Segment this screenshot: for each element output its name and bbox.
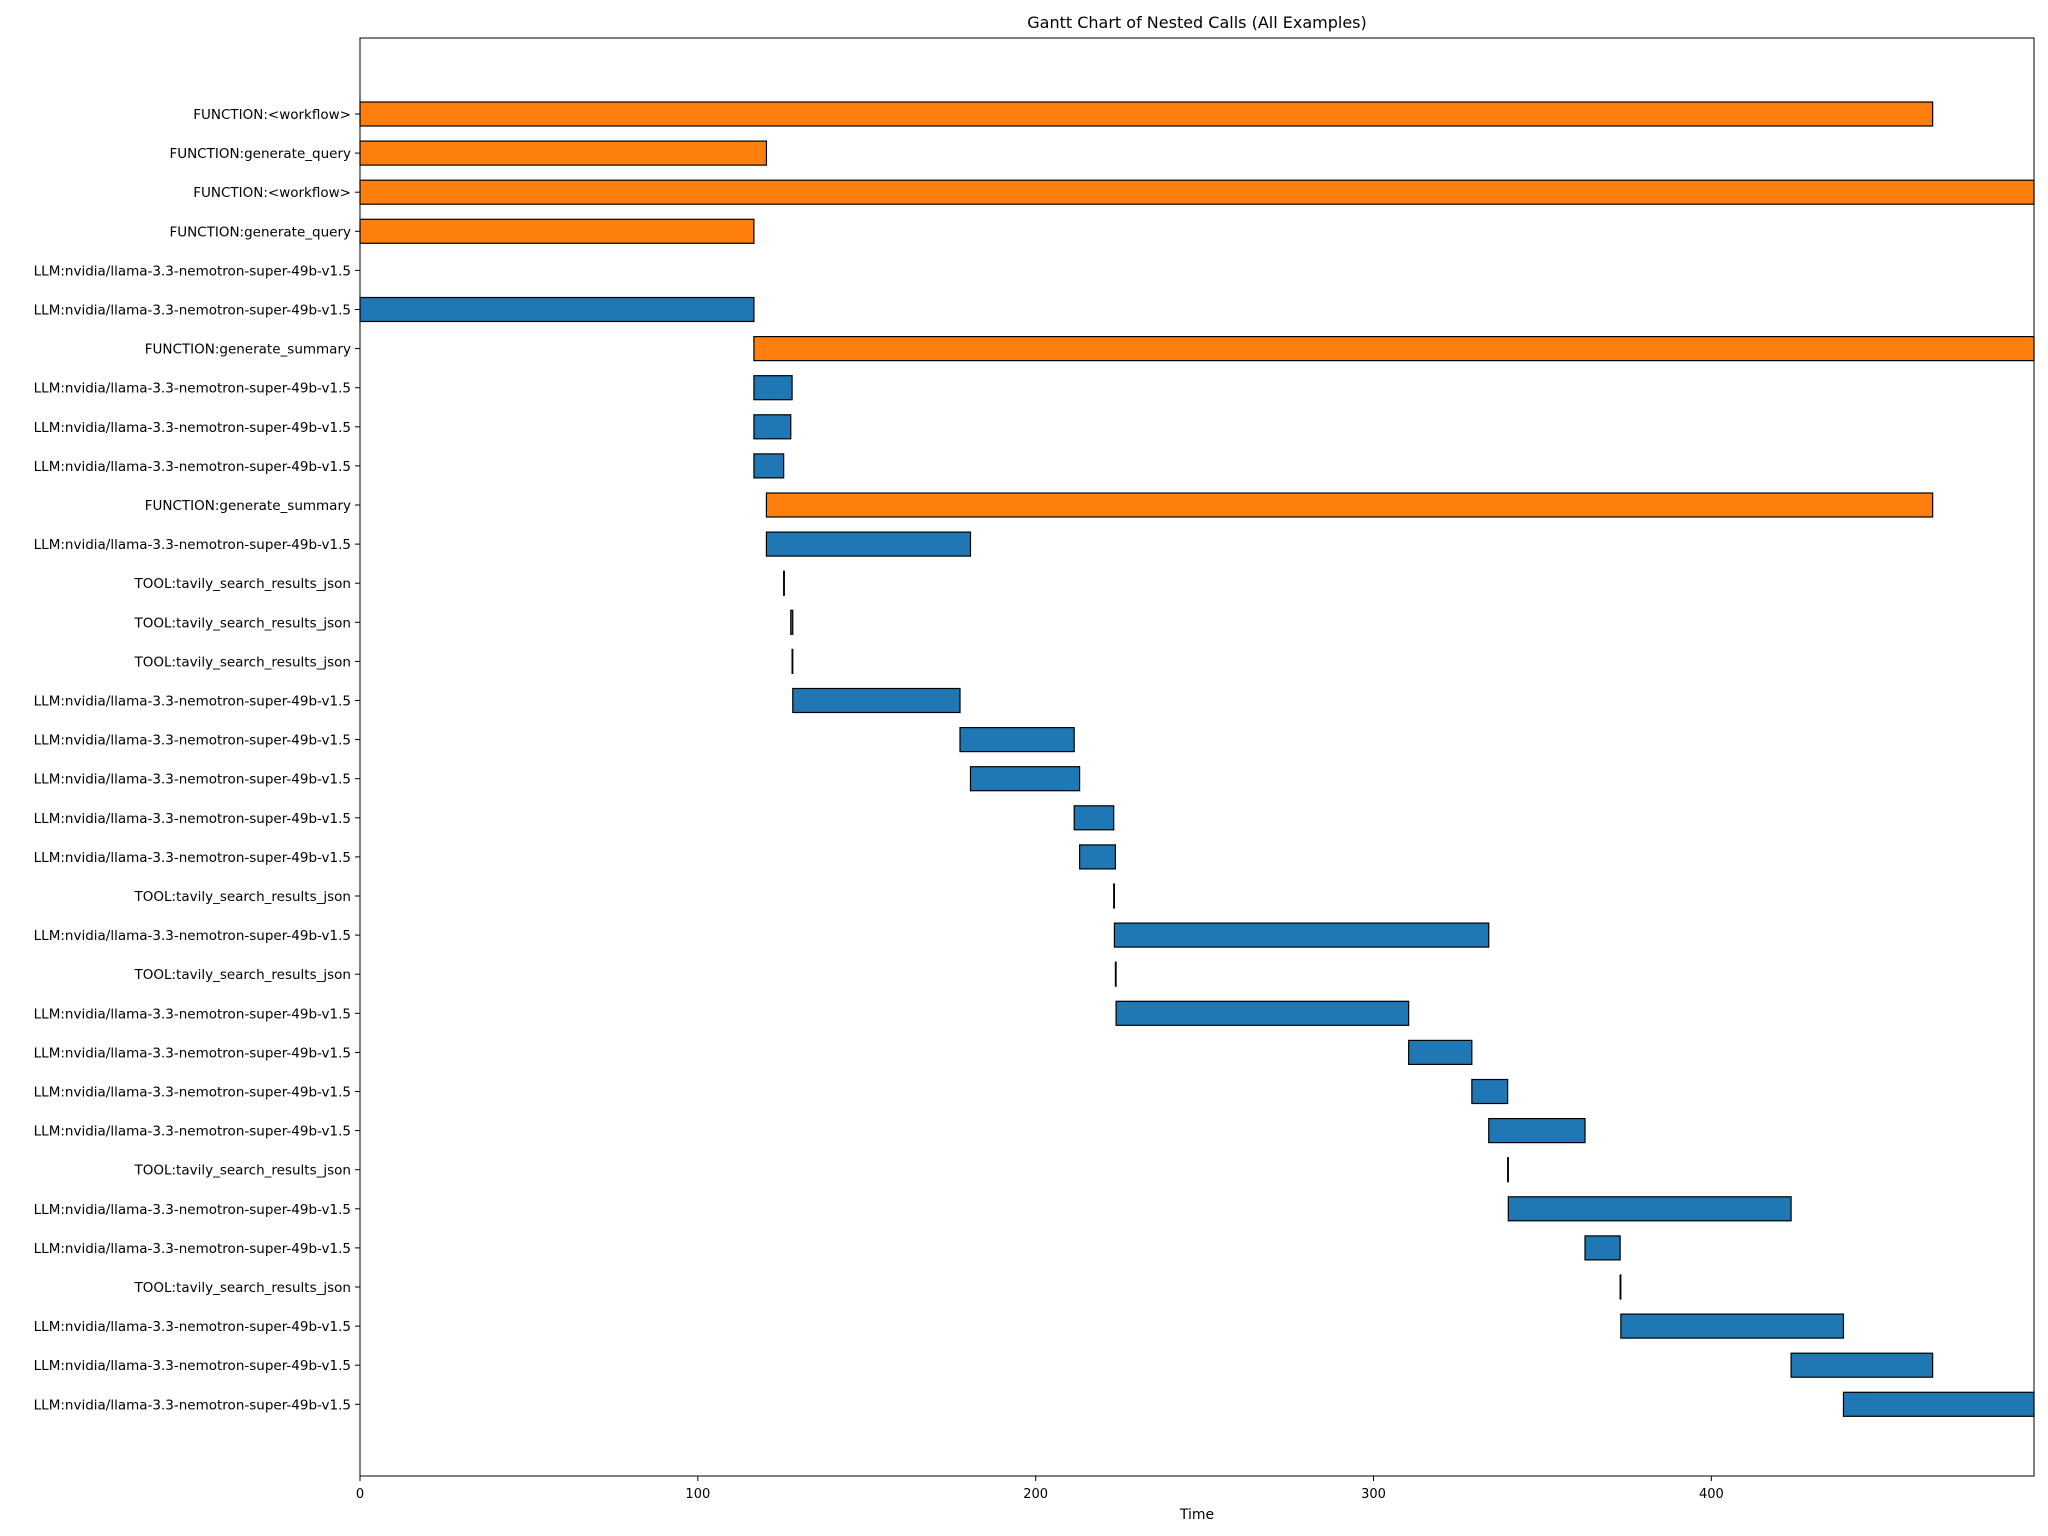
x-tick-label-300: 300 — [1361, 1487, 1386, 1502]
row-label-30: LLM:nvidia/llama-3.3-nemotron-super-49b-… — [34, 1241, 351, 1257]
gantt-bar-14 — [790, 609, 794, 635]
gantt-bar-9 — [753, 414, 792, 440]
row-label-3: FUNCTION:<workflow> — [193, 185, 351, 201]
gantt-bar-3 — [359, 179, 2035, 205]
gantt-bar-6 — [359, 296, 755, 323]
gantt-bar-1 — [359, 101, 1934, 127]
row-label-32: LLM:nvidia/llama-3.3-nemotron-super-49b-… — [34, 1319, 351, 1335]
row-label-23: TOOL:tavily_search_results_json — [133, 967, 351, 983]
gantt-bar-22 — [1113, 922, 1490, 948]
gantt-bar-18 — [969, 766, 1081, 792]
gantt-bar-19 — [1073, 805, 1115, 831]
gantt-bar-17 — [959, 726, 1075, 753]
row-label-6: LLM:nvidia/llama-3.3-nemotron-super-49b-… — [34, 303, 351, 319]
gantt-bar-12 — [765, 531, 972, 557]
row-label-8: LLM:nvidia/llama-3.3-nemotron-super-49b-… — [34, 381, 351, 397]
gantt-bar-16 — [792, 687, 961, 714]
row-label-29: LLM:nvidia/llama-3.3-nemotron-super-49b-… — [34, 1202, 351, 1218]
gantt-bar-30 — [1584, 1235, 1621, 1261]
gantt-bar-32 — [1620, 1313, 1845, 1339]
gantt-bar-21 — [1113, 883, 1115, 909]
gantt-bar-4 — [359, 218, 755, 244]
row-label-13: TOOL:tavily_search_results_json — [133, 576, 351, 592]
row-label-26: LLM:nvidia/llama-3.3-nemotron-super-49b-… — [34, 1085, 351, 1101]
gantt-bar-13 — [783, 570, 785, 596]
row-label-31: TOOL:tavily_search_results_json — [133, 1280, 351, 1296]
row-label-5: LLM:nvidia/llama-3.3-nemotron-super-49b-… — [34, 263, 351, 279]
row-label-11: FUNCTION:generate_summary — [145, 498, 351, 514]
row-label-20: LLM:nvidia/llama-3.3-nemotron-super-49b-… — [34, 850, 351, 866]
bars-layer — [359, 101, 2035, 1417]
row-label-7: FUNCTION:generate_summary — [145, 342, 351, 358]
row-label-2: FUNCTION:generate_query — [169, 146, 351, 162]
gantt-bar-20 — [1079, 844, 1117, 870]
gantt-bar-26 — [1471, 1078, 1509, 1105]
row-label-22: LLM:nvidia/llama-3.3-nemotron-super-49b-… — [34, 928, 351, 944]
x-tick-label-100: 100 — [685, 1487, 710, 1502]
gantt-bar-24 — [1115, 1000, 1410, 1026]
row-label-4: FUNCTION:generate_query — [169, 224, 351, 240]
gantt-bar-8 — [753, 375, 793, 401]
gantt-bar-28 — [1507, 1157, 1509, 1183]
row-label-10: LLM:nvidia/llama-3.3-nemotron-super-49b-… — [34, 459, 351, 475]
row-label-28: TOOL:tavily_search_results_json — [133, 1163, 351, 1179]
row-label-15: TOOL:tavily_search_results_json — [133, 654, 351, 670]
x-tick-label-200: 200 — [1023, 1487, 1048, 1502]
row-label-19: LLM:nvidia/llama-3.3-nemotron-super-49b-… — [34, 811, 351, 827]
row-label-16: LLM:nvidia/llama-3.3-nemotron-super-49b-… — [34, 694, 351, 710]
row-label-1: FUNCTION:<workflow> — [193, 107, 351, 123]
gantt-bar-29 — [1507, 1196, 1792, 1222]
gantt-bar-2 — [359, 140, 768, 166]
row-label-14: TOOL:tavily_search_results_json — [133, 615, 351, 631]
gantt-bar-25 — [1408, 1039, 1473, 1066]
row-label-33: LLM:nvidia/llama-3.3-nemotron-super-49b-… — [34, 1358, 351, 1374]
x-axis-label: Time — [1179, 1507, 1214, 1523]
gantt-bar-10 — [753, 453, 785, 479]
row-label-25: LLM:nvidia/llama-3.3-nemotron-super-49b-… — [34, 1045, 351, 1061]
row-label-34: LLM:nvidia/llama-3.3-nemotron-super-49b-… — [34, 1397, 351, 1413]
gantt-bar-31 — [1619, 1274, 1622, 1300]
x-tick-label-400: 400 — [1699, 1487, 1724, 1502]
chart-title: Gantt Chart of Nested Calls (All Example… — [1027, 13, 1367, 32]
gantt-bar-23 — [1114, 961, 1117, 987]
gantt-bar-33 — [1790, 1352, 1934, 1378]
x-axis-ticks: 0 100 200 300 400 — [356, 1476, 1724, 1502]
row-labels-layer: FUNCTION:<workflow> FUNCTION:generate_que… — [34, 107, 360, 1413]
gantt-bar-27 — [1488, 1117, 1586, 1144]
plot-frame — [359, 37, 2035, 1477]
gantt-bar-7 — [753, 336, 2035, 362]
gantt-bar-11 — [765, 492, 1934, 518]
gantt-bar-15 — [791, 648, 794, 675]
row-label-12: LLM:nvidia/llama-3.3-nemotron-super-49b-… — [34, 537, 351, 553]
row-label-9: LLM:nvidia/llama-3.3-nemotron-super-49b-… — [34, 420, 351, 436]
row-label-18: LLM:nvidia/llama-3.3-nemotron-super-49b-… — [34, 772, 351, 788]
row-label-24: LLM:nvidia/llama-3.3-nemotron-super-49b-… — [34, 1006, 351, 1022]
row-label-21: TOOL:tavily_search_results_json — [133, 889, 351, 905]
gantt-bar-34 — [1842, 1391, 2035, 1417]
row-label-17: LLM:nvidia/llama-3.3-nemotron-super-49b-… — [34, 733, 351, 749]
row-label-27: LLM:nvidia/llama-3.3-nemotron-super-49b-… — [34, 1124, 351, 1140]
x-tick-label-0: 0 — [356, 1487, 364, 1502]
